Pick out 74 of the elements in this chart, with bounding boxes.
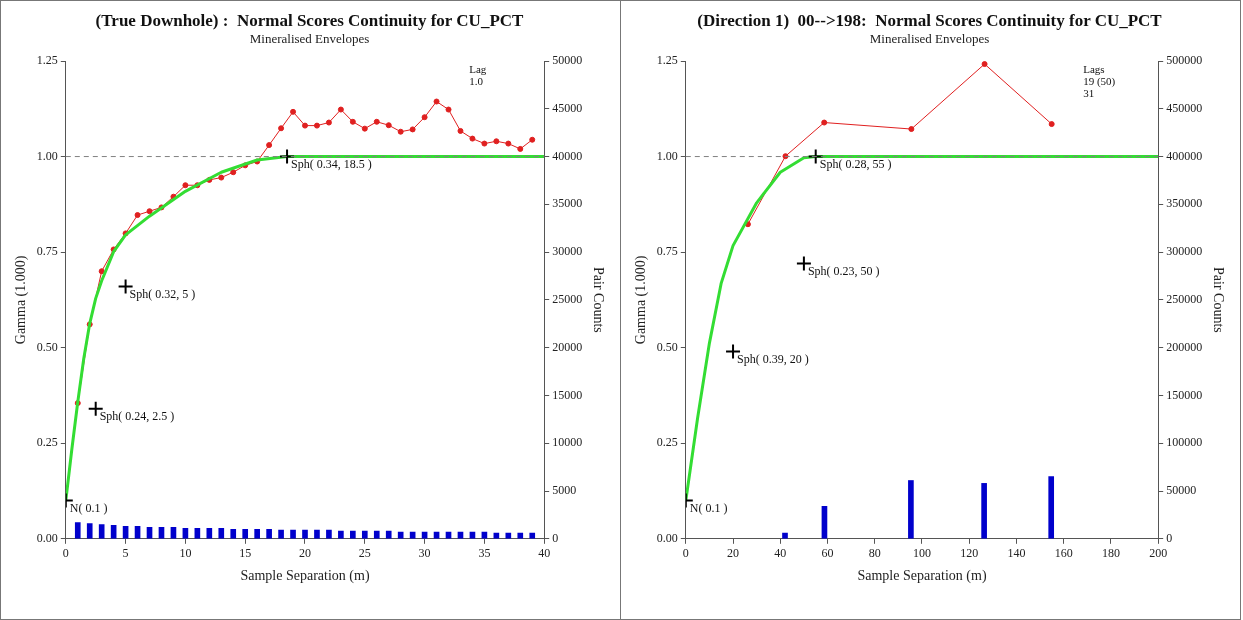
y2-tick-label: 400000 <box>1166 148 1203 163</box>
y2-tick-label: 200000 <box>1166 339 1203 354</box>
y-tick-label: 0.00 <box>656 530 678 545</box>
y2-tick-label: 0 <box>552 530 559 545</box>
y2-tick-label: 25000 <box>552 292 583 307</box>
chart-title: (Direction 1) 00-->198: Normal Scores Continuity for CU_PCT <box>697 10 1163 30</box>
x-tick-label: 40 <box>774 546 787 561</box>
x-axis-title: Sample Separation (m) <box>240 568 370 585</box>
y2-axis-title: Pair Counts <box>590 267 606 333</box>
y2-tick-label: 40000 <box>552 148 583 163</box>
y2-tick-label: 350000 <box>1166 196 1203 211</box>
annotation: Lag 1.0 <box>469 63 487 88</box>
x-tick-label: 0 <box>62 546 69 561</box>
y-tick-label: 1.00 <box>656 148 678 163</box>
y-tick-label: 1.25 <box>656 53 678 68</box>
y-tick-label: 0.25 <box>36 435 58 450</box>
x-tick-label: 25 <box>358 546 371 561</box>
data-label: Sph( 0.23, 50 ) <box>807 263 880 278</box>
y2-tick-label: 300000 <box>1166 244 1203 259</box>
y2-axis-title: Pair Counts <box>1210 267 1226 333</box>
y2-tick-label: 35000 <box>552 196 583 211</box>
y-tick-label: 0.75 <box>36 244 58 259</box>
chart-subtitle: Mineralised Envelopes <box>869 30 990 46</box>
data-label: N( 0.1 ) <box>69 500 108 515</box>
x-tick-label: 5 <box>122 546 129 561</box>
x-axis-title: Sample Separation (m) <box>857 568 987 585</box>
x-tick-label: 20 <box>299 546 311 561</box>
chart-subtitle: Mineralised Envelopes <box>249 30 370 46</box>
x-tick-label: 200 <box>1149 546 1168 561</box>
y2-tick-label: 100000 <box>1166 435 1203 450</box>
x-tick-label: 100 <box>913 546 931 561</box>
y2-tick-label: 50000 <box>1166 483 1197 498</box>
x-tick-label: 10 <box>179 546 192 561</box>
y2-tick-label: 150000 <box>1166 387 1203 402</box>
x-tick-label: 180 <box>1101 546 1120 561</box>
y-tick-label: 0.50 <box>36 339 58 354</box>
data-label: Sph( 0.32, 5 ) <box>129 286 196 301</box>
y2-tick-label: 30000 <box>552 244 583 259</box>
x-tick-label: 35 <box>478 546 491 561</box>
y-axis-title: Gamma (1.000) <box>13 255 30 345</box>
y2-tick-label: 5000 <box>552 483 577 498</box>
x-tick-label: 140 <box>1007 546 1026 561</box>
x-tick-label: 30 <box>418 546 431 561</box>
y-tick-label: 1.25 <box>36 53 58 68</box>
y-tick-label: 0.25 <box>656 435 678 450</box>
x-tick-label: 20 <box>727 546 740 561</box>
y2-tick-label: 45000 <box>552 100 583 115</box>
y2-tick-label: 0 <box>1166 530 1173 545</box>
data-label: N( 0.1 ) <box>689 500 728 515</box>
x-tick-label: 160 <box>1054 546 1073 561</box>
y2-tick-label: 15000 <box>552 387 583 402</box>
data-label: Sph( 0.39, 20 ) <box>737 351 809 366</box>
y-tick-label: 0.00 <box>36 530 58 545</box>
y2-tick-label: 10000 <box>552 435 583 450</box>
y-tick-label: 1.00 <box>36 148 58 163</box>
data-label: Sph( 0.24, 2.5 ) <box>99 408 175 423</box>
data-label: Sph( 0.34, 18.5 ) <box>291 156 372 171</box>
data-label: Sph( 0.28, 55 ) <box>819 156 892 171</box>
y2-tick-label: 50000 <box>552 53 583 68</box>
y2-tick-label: 20000 <box>552 339 583 354</box>
y2-tick-label: 250000 <box>1166 292 1203 307</box>
x-tick-label: 120 <box>960 546 979 561</box>
x-tick-label: 80 <box>868 546 881 561</box>
x-tick-label: 15 <box>239 546 252 561</box>
y2-tick-label: 450000 <box>1166 100 1203 115</box>
x-tick-label: 0 <box>682 546 689 561</box>
annotation: Lags 19 (50) 31 <box>1083 63 1116 100</box>
y-axis-title: Gamma (1.000) <box>633 255 650 345</box>
y-tick-label: 0.50 <box>656 339 678 354</box>
x-tick-label: 60 <box>821 546 834 561</box>
chart-title: (True Downhole) : Normal Scores Continuity for CU_PCT <box>95 10 525 30</box>
y2-tick-label: 500000 <box>1166 53 1203 68</box>
y-tick-label: 0.75 <box>656 244 678 259</box>
x-tick-label: 40 <box>538 546 551 561</box>
